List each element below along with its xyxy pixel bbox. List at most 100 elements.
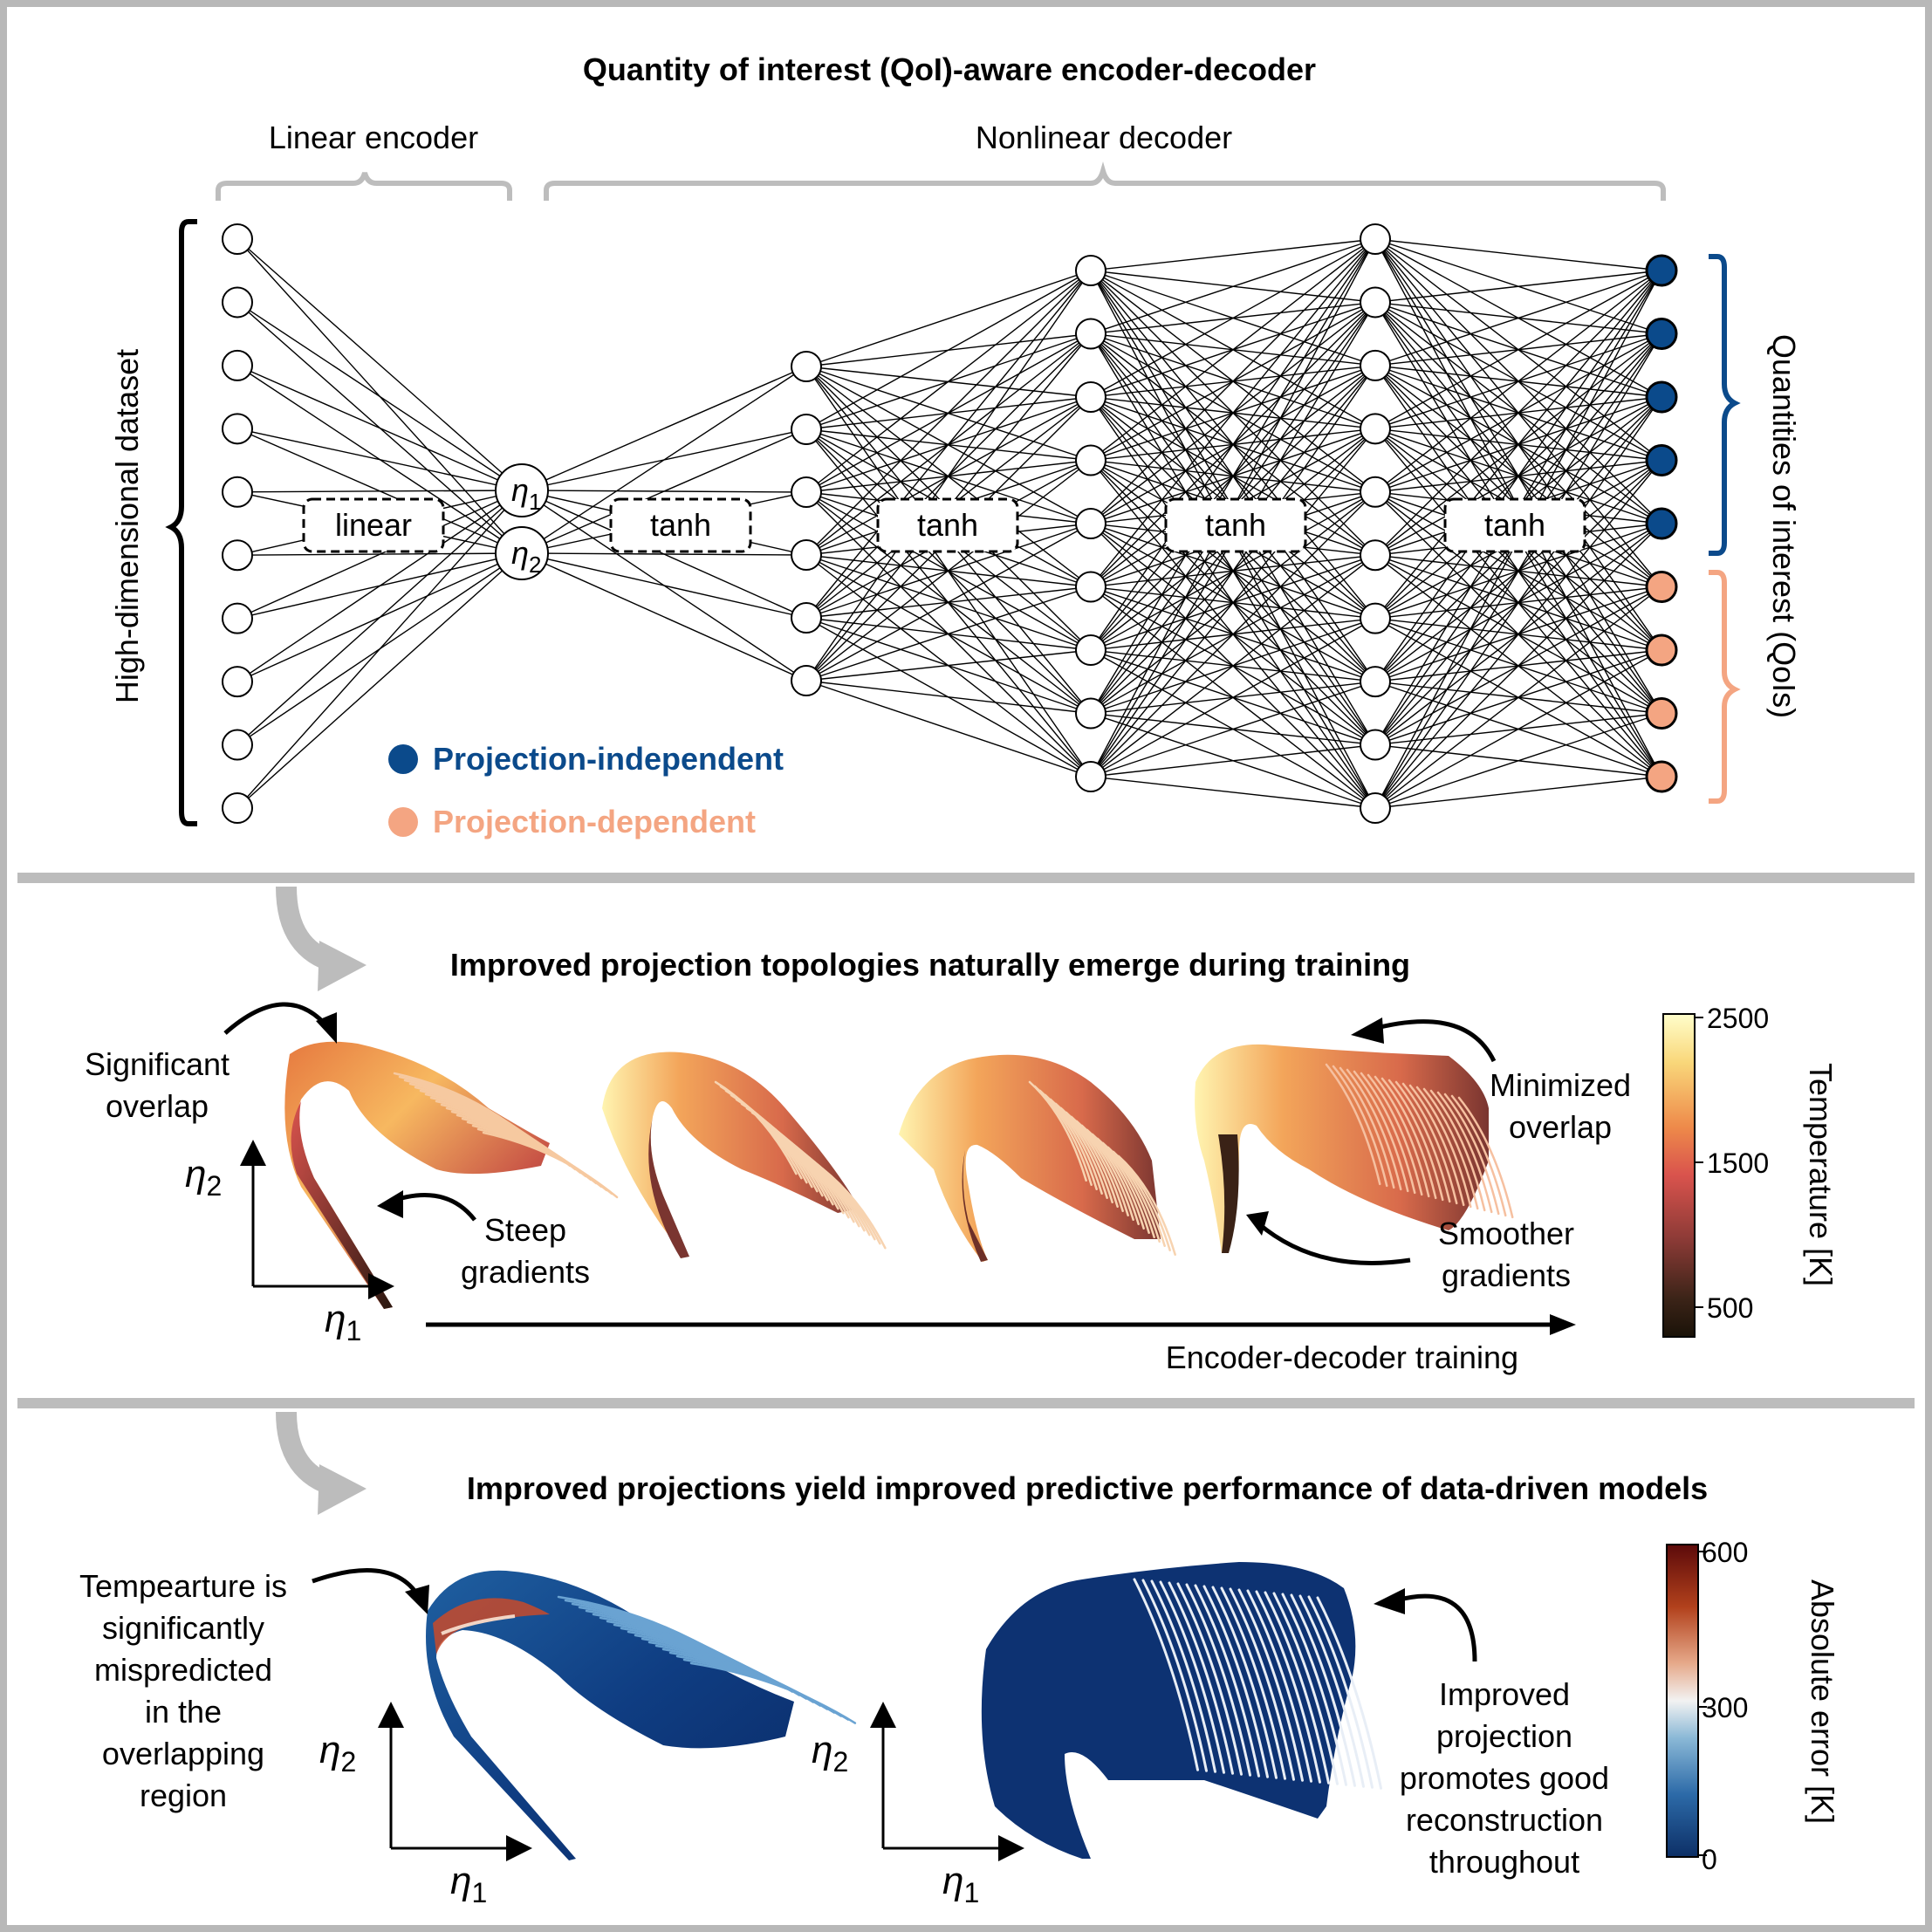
hidden-node (1360, 286, 1391, 319)
network-edge (236, 490, 523, 620)
encoder-brace (216, 172, 512, 201)
network-edge (1374, 270, 1662, 493)
hidden-node (791, 351, 822, 382)
network-edge (1374, 333, 1662, 809)
hidden-node (791, 539, 822, 571)
error-colorbar: 600 300 0 Absolute error [K] (1666, 1537, 1840, 1875)
network-edge (805, 270, 1092, 430)
manifold-ridge (1255, 1590, 1322, 1784)
error-tick-600: 600 (1702, 1537, 1748, 1568)
network-edge (1374, 270, 1662, 556)
network-edge (1090, 743, 1376, 778)
network-edge (521, 552, 807, 619)
svg-text:reconstruction: reconstruction (1406, 1802, 1603, 1838)
network-edge (1374, 270, 1662, 620)
hidden-node (1075, 318, 1106, 350)
hidden-node (791, 665, 822, 696)
manifold-ridge (1281, 1593, 1348, 1786)
decoder-label: Nonlinear decoder (976, 120, 1232, 155)
network-edge (805, 680, 1092, 778)
manifold-ridge (803, 1154, 887, 1250)
svg-text:overlap: overlap (106, 1088, 209, 1124)
manifold-error-right (981, 1562, 1383, 1859)
hidden-node (1360, 223, 1391, 255)
activation-linear: linear (302, 497, 445, 553)
network-edge (1090, 238, 1376, 462)
output-node-dependent (1645, 697, 1678, 730)
hidden-node (791, 414, 822, 445)
divider-1 (17, 873, 1915, 883)
manifold-ridge (1380, 1077, 1437, 1200)
svg-text:Significant: Significant (85, 1046, 230, 1082)
hidden-node (1360, 792, 1391, 824)
panel2-axes: η2 η1 (185, 1140, 394, 1346)
network-edge (1374, 238, 1662, 271)
network-edge (805, 270, 1092, 493)
network-edge (1374, 586, 1662, 809)
svg-text:Tempearture is: Tempearture is (79, 1568, 287, 1604)
svg-text:Improved: Improved (1439, 1676, 1570, 1712)
input-node (222, 729, 253, 761)
network-edge (1090, 491, 1376, 778)
panel3-left-x-axis-label: η1 (450, 1860, 487, 1908)
network-edge (1090, 238, 1376, 587)
manifold-ridge (689, 1661, 857, 1724)
manifold-ridge (1367, 1073, 1423, 1196)
temperature-tick-1500: 1500 (1707, 1148, 1769, 1179)
network-edge (1090, 776, 1376, 809)
network-edge (236, 490, 523, 746)
output-node-independent (1645, 254, 1678, 287)
hidden-node (1075, 444, 1106, 476)
legend-dependent-label: Projection-dependent (433, 804, 756, 839)
manifold-ridge (1436, 1091, 1493, 1214)
output-node-independent (1645, 444, 1678, 476)
flow-arrow-2-head (318, 1464, 367, 1515)
network-edge (805, 270, 1092, 619)
network-edge (805, 270, 1092, 682)
qoi-label: Quantities of interest (QoIs) (1766, 334, 1802, 718)
training-label: Encoder-decoder training (1166, 1339, 1518, 1375)
temperature-tick-2500: 2500 (1707, 1003, 1769, 1034)
network-edge (1090, 365, 1376, 778)
manifold-ridge (1176, 1582, 1243, 1776)
network-edge (1090, 238, 1376, 524)
manifold-ridge (1408, 1084, 1465, 1207)
manifold-ridge (1159, 1580, 1226, 1774)
activation-tanh-4-label: tanh (1484, 507, 1545, 543)
svg-text:Minimized: Minimized (1490, 1067, 1631, 1103)
manifold-ridge (1457, 1096, 1514, 1219)
activation-tanh-1-label: tanh (650, 507, 711, 543)
input-node (222, 666, 253, 698)
manifold-ridge (1360, 1072, 1416, 1195)
svg-text:significantly: significantly (102, 1610, 264, 1646)
manifold-ridge (1401, 1082, 1458, 1205)
hidden-node (1360, 666, 1391, 698)
network-edge (1090, 238, 1376, 651)
manifold-ridge (1202, 1585, 1270, 1778)
panel3-right-x-axis-label: η1 (942, 1860, 979, 1908)
svg-text:Smoother: Smoother (1438, 1216, 1574, 1251)
panel2-y-axis-label: η2 (185, 1153, 222, 1202)
network-edge (805, 649, 1092, 682)
manifold-ridge (1150, 1579, 1217, 1773)
manifold-ridge (1185, 1583, 1252, 1777)
hidden-node (1360, 539, 1391, 572)
network-edge (805, 586, 1092, 682)
manifold-ridge (1272, 1592, 1339, 1785)
manifold-ridge (1316, 1596, 1383, 1790)
latent-node (495, 463, 549, 517)
manifold-ridge (1325, 1063, 1381, 1186)
manifold-ridge (1450, 1094, 1507, 1217)
activation-tanh-4: tanh (1443, 497, 1586, 553)
network-edge (236, 301, 523, 491)
network-edge (521, 552, 807, 682)
manifold-ridge (1229, 1587, 1296, 1781)
manifold-ridge (1429, 1089, 1486, 1212)
hidden-node (1360, 602, 1391, 634)
network-edge (1374, 649, 1662, 809)
network-edge (236, 490, 523, 682)
svg-text:region: region (140, 1778, 227, 1813)
panel-predictive-performance: Improved projections yield improved pred… (79, 1411, 1840, 1908)
hidden-node (791, 602, 822, 634)
annotation-mispredicted: Tempearture is significantly mispredicte… (79, 1568, 429, 1813)
